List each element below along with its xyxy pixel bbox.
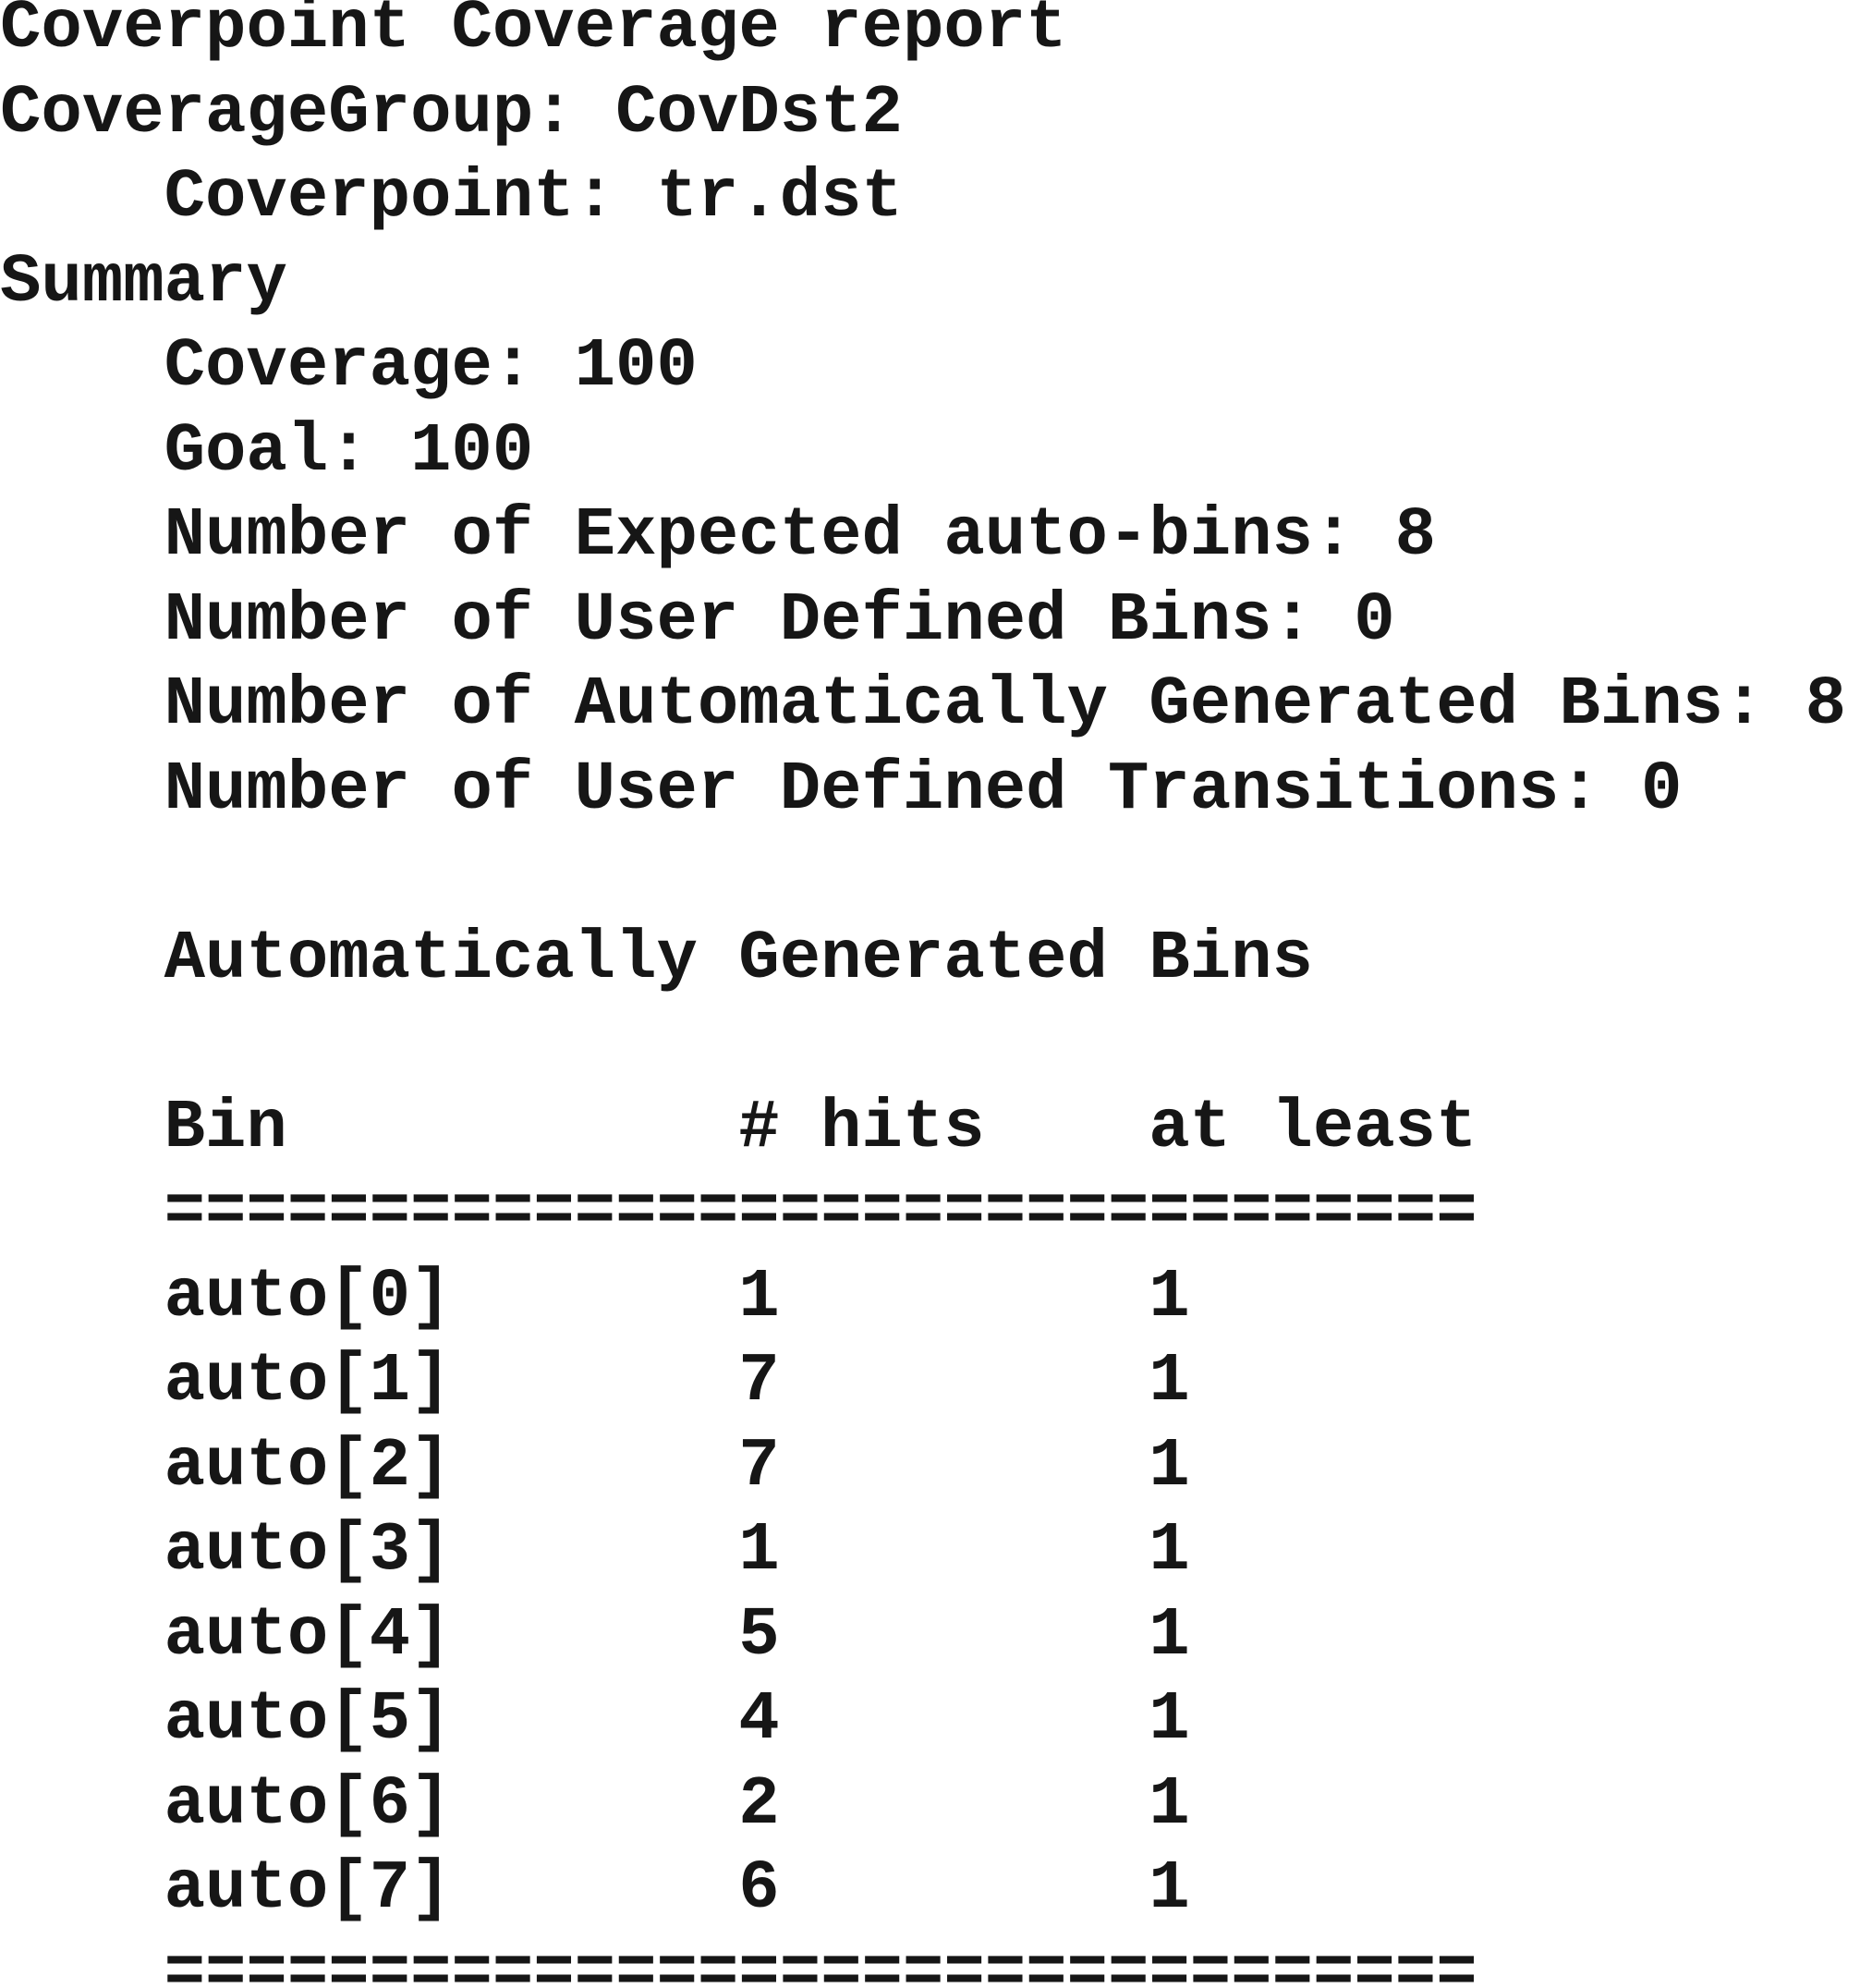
separator: ================================ xyxy=(164,1934,1477,1988)
hits: 7 xyxy=(738,1427,780,1506)
hits: 7 xyxy=(738,1343,780,1421)
bin-name: auto[7] xyxy=(164,1850,452,1928)
bin-name: auto[4] xyxy=(164,1596,452,1675)
hits: 5 xyxy=(738,1596,780,1675)
summary-value: 8 xyxy=(1805,666,1847,744)
summary-value: 0 xyxy=(1641,750,1683,829)
column-header: Bin xyxy=(164,1089,287,1167)
hits: 1 xyxy=(738,1512,780,1590)
hits: 4 xyxy=(738,1681,780,1759)
hits: 2 xyxy=(738,1765,780,1844)
bin-name: auto[0] xyxy=(164,1258,452,1336)
bin-name: auto[1] xyxy=(164,1343,452,1421)
column-header: # hits xyxy=(738,1089,985,1167)
coverage-group: CoverageGroup: CovDst2 xyxy=(0,74,903,152)
summary-label: Number of User Defined Transitions: xyxy=(164,750,1600,829)
summary-label: Number of User Defined Bins: xyxy=(164,581,1313,660)
at-least: 1 xyxy=(1149,1427,1190,1506)
bins-heading: Automatically Generated Bins xyxy=(164,920,1313,998)
at-least: 1 xyxy=(1149,1258,1190,1336)
bin-name: auto[3] xyxy=(164,1512,452,1590)
at-least: 1 xyxy=(1149,1765,1190,1844)
bin-name: auto[6] xyxy=(164,1765,452,1844)
summary-value: 100 xyxy=(410,412,534,491)
at-least: 1 xyxy=(1149,1681,1190,1759)
summary-value: 8 xyxy=(1394,497,1437,575)
at-least: 1 xyxy=(1149,1850,1190,1928)
bin-name: auto[5] xyxy=(164,1681,452,1759)
at-least: 1 xyxy=(1149,1512,1190,1590)
at-least: 1 xyxy=(1149,1343,1190,1421)
column-header: at least xyxy=(1149,1089,1477,1167)
summary-label: Coverage: xyxy=(164,328,534,406)
report-title: Coverpoint Coverage report xyxy=(0,0,1067,67)
bin-name: auto[2] xyxy=(164,1427,452,1506)
hits: 6 xyxy=(738,1850,780,1928)
summary-heading: Summary xyxy=(0,243,287,322)
summary-label: Number of Expected auto-bins: xyxy=(164,497,1355,575)
coverpoint: Coverpoint: tr.dst xyxy=(164,159,903,237)
at-least: 1 xyxy=(1149,1596,1190,1675)
summary-label: Number of Automatically Generated Bins: xyxy=(164,666,1765,744)
summary-label: Goal: xyxy=(164,412,370,491)
separator: ================================ xyxy=(164,1174,1477,1251)
summary-value: 100 xyxy=(574,328,698,406)
summary-value: 0 xyxy=(1354,581,1395,660)
hits: 1 xyxy=(738,1258,780,1336)
